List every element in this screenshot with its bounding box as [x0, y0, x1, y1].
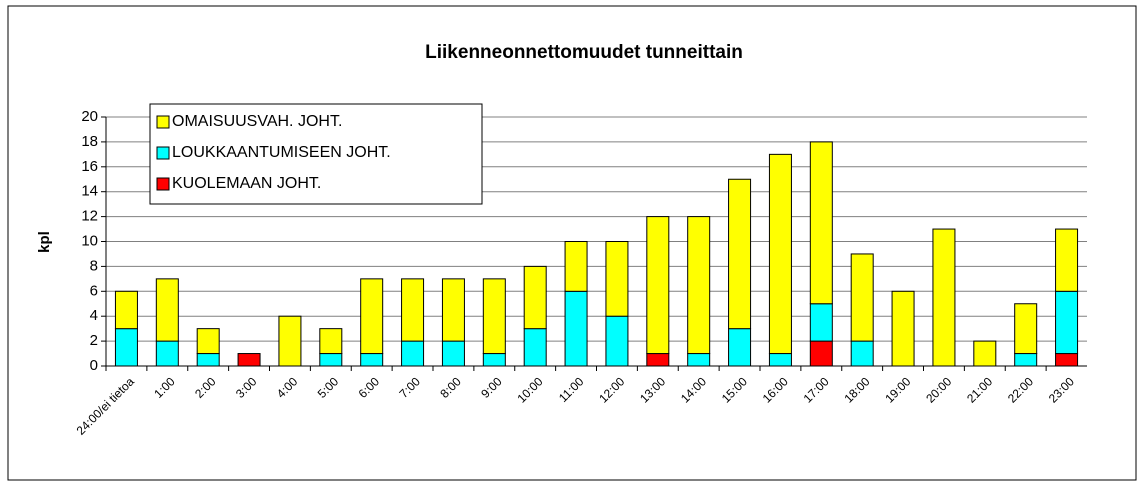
- legend-swatch: [156, 177, 170, 191]
- legend: OMAISUUSVAH. JOHT. LOUKKAANTUMISEEN JOHT.…: [149, 103, 483, 205]
- bar-segment: [728, 178, 752, 330]
- bar-segment: [114, 290, 138, 330]
- bar-segment: [646, 353, 670, 367]
- bar-segment: [973, 340, 997, 367]
- bar-segment: [441, 278, 465, 342]
- bar-segment: [605, 241, 629, 317]
- bar-segment: [278, 315, 302, 367]
- bar-segment: [482, 353, 506, 367]
- bar-segment: [155, 340, 179, 367]
- y-tick-label: 12: [81, 208, 98, 225]
- bar-segment: [850, 253, 874, 342]
- bar-segment: [196, 328, 220, 355]
- bar-segment: [809, 340, 833, 367]
- y-tick-label: 18: [81, 133, 98, 150]
- bar-segment: [646, 216, 670, 355]
- y-tick-label: 6: [90, 282, 98, 299]
- bar-segment: [401, 278, 425, 342]
- bar-segment: [809, 303, 833, 342]
- bar-segment: [564, 241, 588, 292]
- bar-segment: [360, 278, 384, 355]
- bar-segment: [196, 353, 220, 367]
- y-tick-label: 20: [81, 108, 98, 125]
- y-tick-label: 14: [81, 183, 98, 200]
- y-tick-label: 4: [90, 307, 98, 324]
- bar-segment: [809, 141, 833, 305]
- bar-segment: [441, 340, 465, 367]
- bar-segment: [687, 353, 711, 367]
- y-tick-label: 10: [81, 232, 98, 249]
- y-axis-label: kpl: [36, 231, 53, 253]
- bar-segment: [523, 265, 547, 330]
- bar-segment: [891, 290, 915, 367]
- bar-segment: [1055, 228, 1079, 292]
- legend-label: KUOLEMAAN JOHT.: [172, 175, 321, 192]
- bar-segment: [768, 353, 792, 367]
- bar-segment: [1014, 353, 1038, 367]
- bar-segment: [728, 328, 752, 367]
- bar-segment: [319, 328, 343, 355]
- bar-segment: [360, 353, 384, 367]
- chart-title: Liikenneonnettomuudet tunneittain: [425, 42, 743, 63]
- bar-segment: [932, 228, 956, 367]
- bar-segment: [319, 353, 343, 367]
- y-tick-label: 0: [90, 357, 98, 374]
- bar-segment: [523, 328, 547, 367]
- bar-segment: [687, 216, 711, 355]
- bar-segment: [1014, 303, 1038, 355]
- bar-segment: [564, 290, 588, 367]
- bar-segment: [850, 340, 874, 367]
- bar-segment: [482, 278, 506, 355]
- legend-label: OMAISUUSVAH. JOHT.: [172, 113, 342, 130]
- bar-segment: [114, 328, 138, 367]
- y-tick-label: 8: [90, 257, 98, 274]
- bar-segment: [605, 315, 629, 367]
- legend-label: LOUKKAANTUMISEEN JOHT.: [172, 144, 391, 161]
- legend-box: [149, 103, 483, 205]
- bar-segment: [155, 278, 179, 342]
- bar-segment: [1055, 353, 1079, 367]
- y-tick-label: 2: [90, 332, 98, 349]
- y-tick-label: 16: [81, 158, 98, 175]
- bar-segment: [1055, 290, 1079, 355]
- bar-segment: [237, 353, 261, 367]
- bar-segment: [401, 340, 425, 367]
- legend-swatch: [156, 146, 170, 160]
- legend-swatch: [156, 115, 170, 129]
- bar-segment: [768, 153, 792, 355]
